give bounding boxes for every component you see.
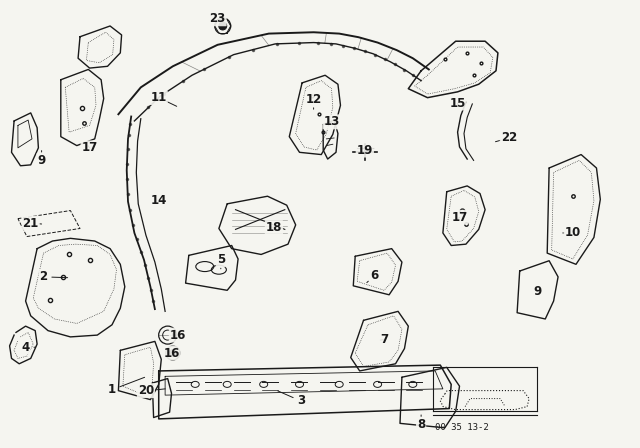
Text: 16: 16 [163,346,180,360]
Text: 16: 16 [170,328,186,342]
Text: 10: 10 [564,226,581,240]
Text: 14: 14 [150,194,167,207]
Text: 17: 17 [81,141,98,155]
Text: 22: 22 [500,131,517,145]
Text: 19: 19 [356,143,373,157]
Text: 23: 23 [209,12,226,26]
Text: 1: 1 [108,383,116,396]
Text: 11: 11 [150,91,167,104]
Circle shape [219,22,227,30]
Text: 20: 20 [138,384,154,397]
Text: 4: 4 [22,340,29,354]
Circle shape [170,349,176,357]
Text: 7: 7 [380,333,388,346]
Text: 6: 6 [371,269,378,282]
Text: 13: 13 [323,115,340,129]
Text: 3: 3 [297,394,305,408]
Text: 21: 21 [22,216,39,230]
Text: 2: 2 [40,270,47,284]
Text: 17: 17 [451,211,468,224]
Text: 5: 5 [217,253,225,267]
Text: 18: 18 [266,221,282,234]
Text: 12: 12 [305,93,322,106]
Text: 00 35 13-2: 00 35 13-2 [435,422,489,431]
Text: 15: 15 [449,96,466,110]
Text: 9: 9 [534,284,541,298]
Text: 8: 8 [417,418,425,431]
Text: 9: 9 [38,154,45,167]
